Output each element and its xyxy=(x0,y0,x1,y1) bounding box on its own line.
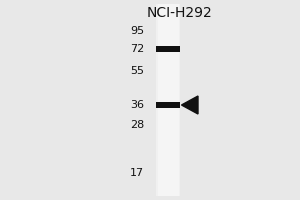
Text: 28: 28 xyxy=(130,120,144,130)
Bar xyxy=(156,102,180,108)
Text: 17: 17 xyxy=(130,168,144,178)
Text: 55: 55 xyxy=(130,66,144,76)
Bar xyxy=(158,4,178,196)
Bar xyxy=(156,46,180,52)
Text: 36: 36 xyxy=(130,100,144,110)
Text: 72: 72 xyxy=(130,44,144,54)
Text: 95: 95 xyxy=(130,26,144,36)
Text: NCI-H292: NCI-H292 xyxy=(147,6,213,20)
Polygon shape xyxy=(182,96,198,114)
Bar xyxy=(156,4,180,196)
